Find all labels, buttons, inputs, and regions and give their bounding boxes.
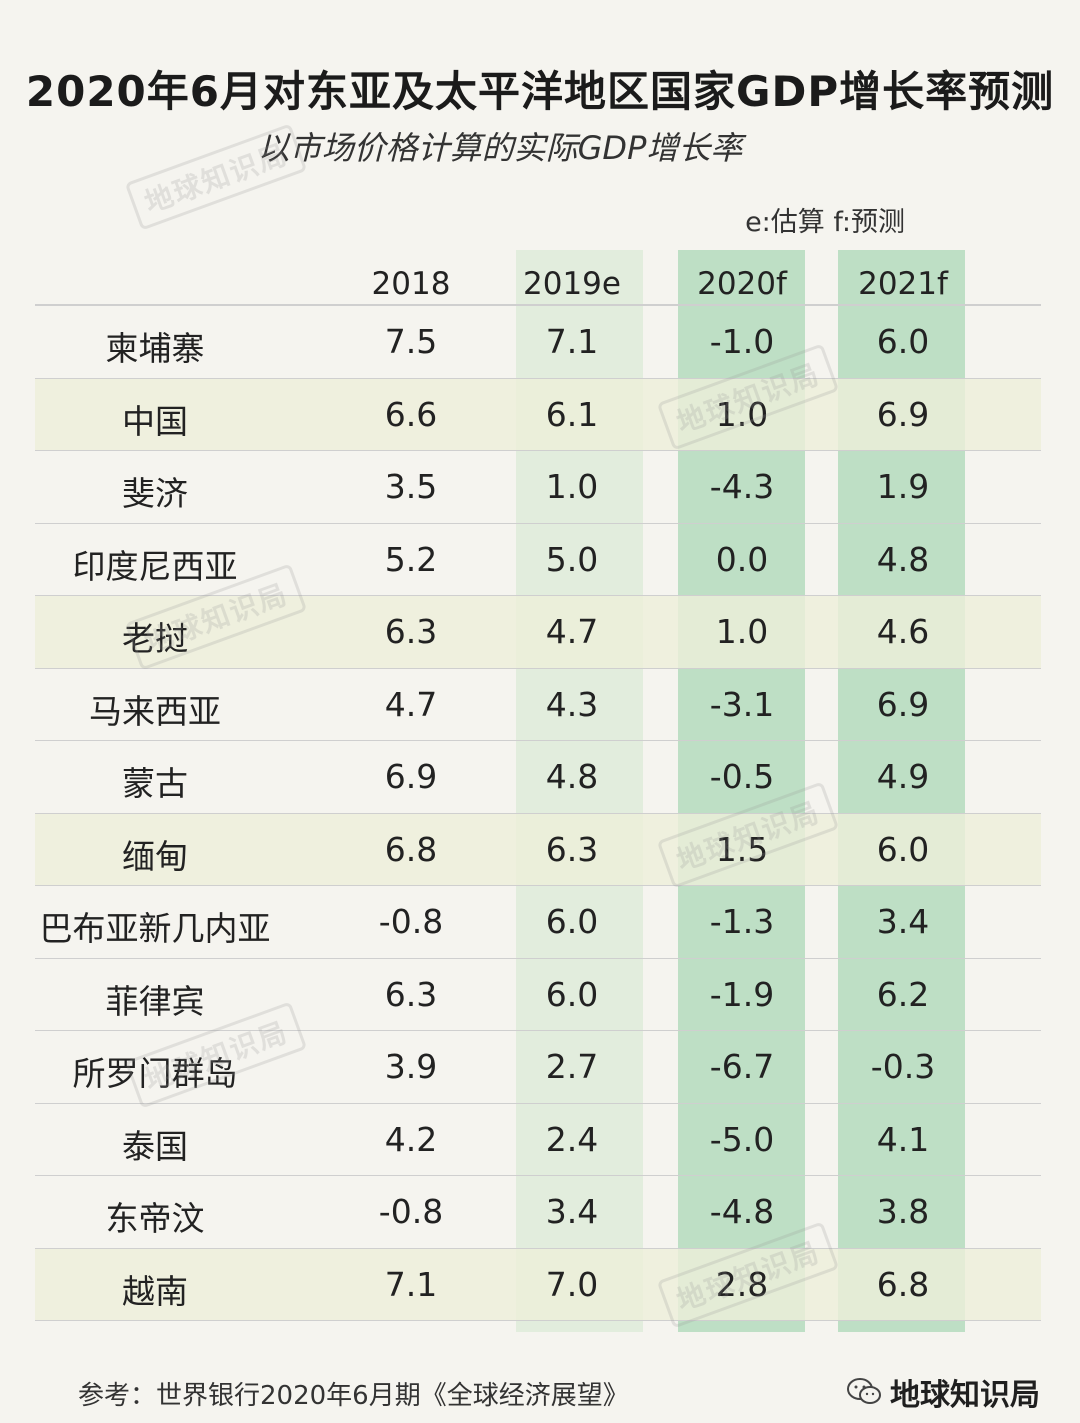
growth-value: 4.3: [545, 684, 599, 724]
growth-value: -0.5: [709, 757, 775, 796]
growth-value: -4.3: [709, 467, 775, 506]
table-body: 柬埔寨 7.5 7.1 -1.0 6.0 中国 6.6 6.1 1.0 6.9 斐济 3.5 1.0 -4…: [35, 306, 1041, 1321]
growth-value: 6.9: [876, 394, 930, 434]
growth-value: 6.0: [545, 974, 599, 1014]
growth-value: 7.0: [545, 1264, 599, 1304]
growth-value: 4.7: [545, 612, 599, 651]
growth-value: 6.9: [876, 684, 930, 724]
growth-value: -3.1: [709, 684, 775, 724]
table-row: 斐济 3.5 1.0 -4.3 1.9: [35, 451, 1041, 524]
growth-value: 6.3: [384, 974, 438, 1014]
table-row: 中国 6.6 6.1 1.0 6.9: [35, 378, 1041, 451]
growth-value: 6.8: [876, 1264, 930, 1304]
table-row: 缅甸 6.8 6.3 1.5 6.0: [35, 813, 1041, 886]
country-name: 巴布亚新几内亚: [39, 909, 271, 948]
growth-value: 7.1: [545, 322, 599, 361]
growth-value: 4.9: [876, 757, 930, 796]
table-row: 柬埔寨 7.5 7.1 -1.0 6.0: [35, 306, 1041, 379]
country-name: 中国: [122, 401, 188, 441]
table-row: 越南 7.1 7.0 2.8 6.8: [35, 1248, 1041, 1321]
growth-value: 6.6: [384, 394, 438, 434]
country-name: 柬埔寨: [105, 329, 205, 368]
growth-value: -1.3: [709, 902, 775, 941]
column-header: 2020f: [697, 266, 787, 302]
table-row: 东帝汶 -0.8 3.4 -4.8 3.8: [35, 1176, 1041, 1249]
growth-value: 6.0: [876, 322, 930, 361]
growth-value: 3.4: [545, 1192, 599, 1231]
growth-value: -0.8: [378, 1192, 444, 1231]
growth-value: 7.1: [384, 1264, 438, 1304]
growth-value: 6.0: [545, 902, 599, 941]
brand-label: 地球知识局: [846, 1370, 1040, 1414]
growth-value: -0.3: [870, 1047, 936, 1086]
country-name: 泰国: [122, 1126, 188, 1166]
growth-value: 5.0: [545, 539, 599, 579]
growth-value: 4.1: [876, 1119, 930, 1159]
growth-value: 4.2: [384, 1119, 438, 1159]
table-header: 2018 2019e 2020f 2021f: [35, 252, 1041, 306]
gdp-table: 2018 2019e 2020f 2021f 柬埔寨 7.5 7.1 -1.0 6.0 中…: [35, 252, 1041, 1321]
table-row: 巴布亚新几内亚 -0.8 6.0 -1.3 3.4: [35, 886, 1041, 959]
country-name: 菲律宾: [105, 981, 205, 1021]
growth-value: -6.7: [709, 1047, 775, 1086]
country-name: 越南: [122, 1271, 188, 1311]
growth-value: 3.8: [876, 1192, 930, 1231]
growth-value: -5.0: [709, 1119, 775, 1159]
growth-value: 4.8: [545, 757, 599, 796]
growth-value: -1.9: [709, 974, 775, 1014]
growth-value: 5.2: [384, 539, 438, 579]
table-row: 蒙古 6.9 4.8 -0.5 4.9: [35, 741, 1041, 814]
growth-value: 3.5: [384, 467, 438, 506]
column-header: 2018: [371, 266, 451, 302]
table-row: 菲律宾 6.3 6.0 -1.9 6.2: [35, 959, 1041, 1031]
growth-value: 6.9: [384, 757, 438, 796]
country-name: 斐济: [122, 474, 188, 513]
country-name: 老挝: [122, 619, 188, 658]
country-name: 缅甸: [122, 836, 188, 876]
growth-value: -4.8: [709, 1192, 775, 1231]
growth-value: 4.7: [384, 684, 438, 724]
growth-value: 6.8: [384, 829, 438, 869]
growth-value: 2.7: [545, 1047, 599, 1086]
column-header: 2019e: [523, 266, 621, 302]
growth-value: 6.2: [876, 974, 930, 1014]
country-name: 东帝汶: [105, 1199, 205, 1238]
legend-note: e:估算 f:预测: [745, 207, 905, 238]
country-name: 蒙古: [122, 764, 188, 803]
brand-text: 地球知识局: [890, 1378, 1040, 1413]
growth-value: 4.8: [876, 539, 930, 579]
growth-value: -1.0: [709, 322, 775, 361]
growth-value: 3.9: [384, 1047, 438, 1086]
table-row: 所罗门群岛 3.9 2.7 -6.7 -0.3: [35, 1031, 1041, 1104]
growth-value: 6.3: [545, 829, 599, 869]
country-name: 所罗门群岛: [72, 1054, 238, 1093]
growth-value: 1.0: [545, 467, 599, 506]
table-row: 印度尼西亚 5.2 5.0 0.0 4.8: [35, 524, 1041, 596]
growth-value: 3.4: [876, 902, 930, 941]
growth-value: 1.5: [715, 829, 769, 869]
growth-value: 6.3: [384, 612, 438, 651]
growth-value: 7.5: [384, 322, 438, 361]
growth-value: 1.0: [715, 394, 769, 434]
growth-value: 6.1: [545, 394, 599, 434]
growth-value: 1.0: [715, 612, 769, 651]
growth-value: -0.8: [378, 902, 444, 941]
growth-value: 1.9: [876, 467, 930, 506]
growth-value: 2.8: [715, 1264, 769, 1304]
source-note: 参考：世界银行2020年6月期《全球经济展望》: [78, 1381, 629, 1411]
growth-value: 2.4: [545, 1119, 599, 1159]
chart-title: 2020年6月对东亚及太平洋地区国家GDP增长率预测: [25, 67, 1055, 116]
column-header: 2021f: [858, 266, 948, 302]
growth-value: 0.0: [715, 539, 769, 579]
table-row: 泰国 4.2 2.4 -5.0 4.1: [35, 1104, 1041, 1176]
country-name: 印度尼西亚: [72, 546, 238, 586]
chart-subtitle: 以市场价格计算的实际GDP增长率: [257, 129, 743, 167]
table-row: 马来西亚 4.7 4.3 -3.1 6.9: [35, 669, 1041, 741]
table-row: 老挝 6.3 4.7 1.0 4.6: [35, 596, 1041, 669]
growth-value: 6.0: [876, 829, 930, 869]
country-name: 马来西亚: [89, 691, 221, 731]
wechat-icon: [846, 1377, 882, 1407]
growth-value: 4.6: [876, 612, 930, 651]
